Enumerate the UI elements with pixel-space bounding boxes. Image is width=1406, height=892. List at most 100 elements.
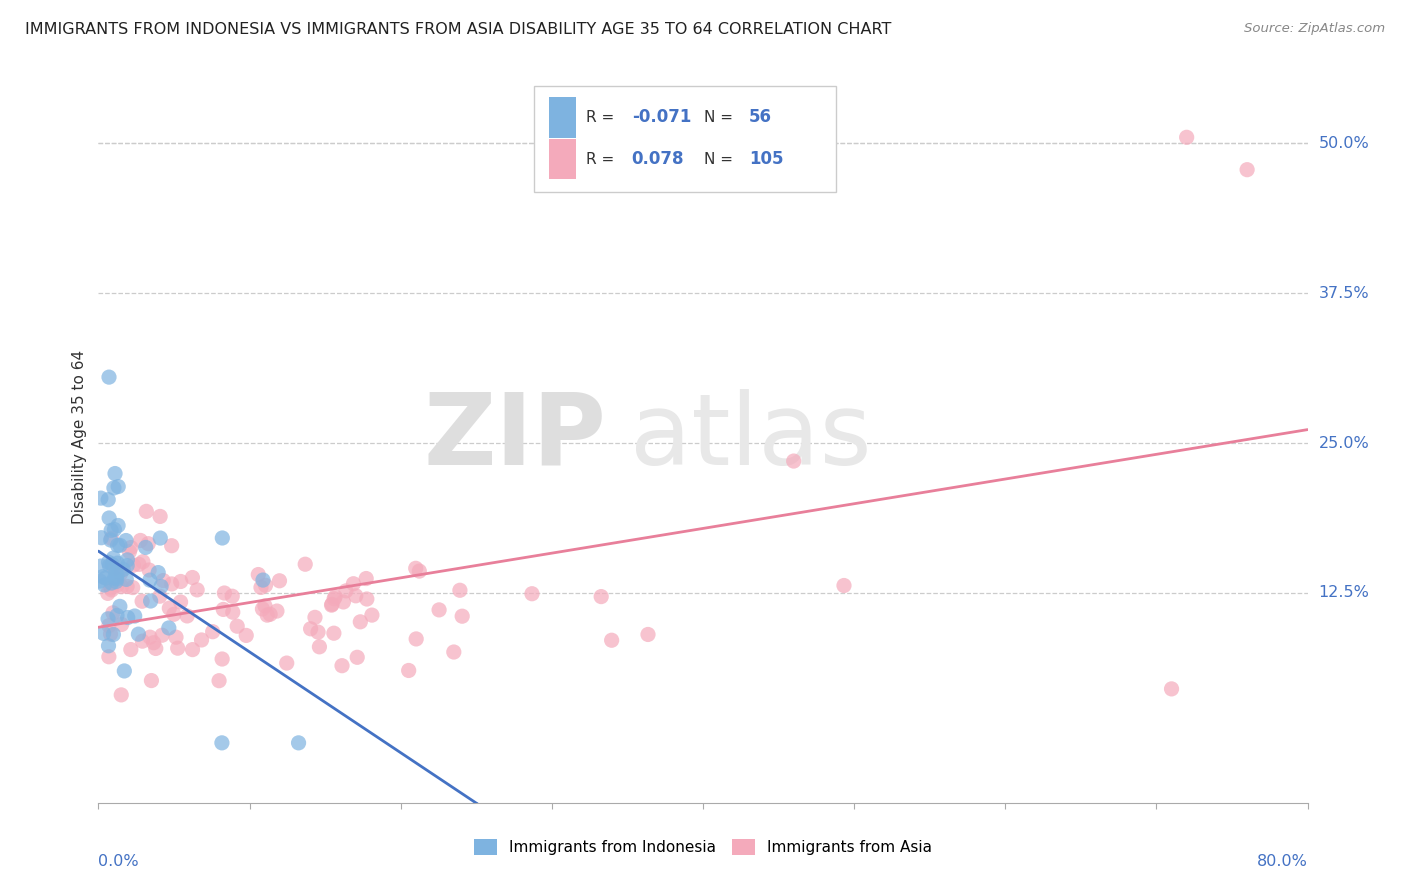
Text: 80.0%: 80.0% <box>1257 854 1308 869</box>
Point <box>135 504 157 518</box>
Point <box>252 602 274 616</box>
Point <box>321 598 343 612</box>
Point <box>98 558 121 573</box>
Point <box>108 599 131 614</box>
Point <box>160 577 183 591</box>
Point <box>97 649 120 664</box>
Point <box>163 607 186 622</box>
Point <box>105 578 128 592</box>
Text: 0.078: 0.078 <box>631 150 685 168</box>
Point <box>149 589 172 603</box>
Point <box>115 573 138 587</box>
Point <box>600 633 623 648</box>
Point <box>354 572 377 586</box>
Point <box>120 541 142 555</box>
Point <box>97 586 120 600</box>
Text: 25.0%: 25.0% <box>1319 435 1369 450</box>
Legend: Immigrants from Indonesia, Immigrants from Asia: Immigrants from Indonesia, Immigrants fr… <box>468 833 938 861</box>
Point <box>160 539 183 553</box>
Point <box>149 509 172 524</box>
Point <box>117 553 139 567</box>
Point <box>108 538 131 552</box>
Point <box>1236 162 1258 177</box>
Point <box>93 578 115 592</box>
Point <box>128 558 150 572</box>
Point <box>332 595 354 609</box>
Point <box>166 641 188 656</box>
Point <box>115 533 138 548</box>
Point <box>112 562 135 576</box>
Point <box>443 645 465 659</box>
Text: R =: R = <box>586 110 619 125</box>
Point <box>254 578 277 592</box>
Point <box>127 627 149 641</box>
Point <box>122 558 145 573</box>
Point <box>214 586 236 600</box>
Point <box>104 565 127 579</box>
Point <box>1160 681 1182 696</box>
Point <box>250 581 273 595</box>
Point <box>451 609 474 624</box>
Point <box>259 607 281 622</box>
Text: R =: R = <box>586 152 619 167</box>
Point <box>104 571 127 585</box>
Point <box>398 664 420 678</box>
Text: 56: 56 <box>749 109 772 127</box>
Point <box>105 556 128 570</box>
Point <box>100 581 122 595</box>
Text: 0.0%: 0.0% <box>98 854 139 869</box>
Point <box>346 650 368 665</box>
Point <box>190 632 212 647</box>
Point <box>141 673 163 688</box>
Bar <box>550 139 576 179</box>
Point <box>120 642 142 657</box>
Point <box>93 626 115 640</box>
Bar <box>550 97 576 137</box>
Point <box>100 582 122 597</box>
Y-axis label: Disability Age 35 to 64: Disability Age 35 to 64 <box>72 350 87 524</box>
Point <box>211 652 233 666</box>
Point <box>157 601 180 615</box>
Point <box>226 619 249 633</box>
Point <box>294 558 316 572</box>
Point <box>356 592 378 607</box>
Point <box>299 622 322 636</box>
Point <box>105 608 128 623</box>
Point <box>176 608 198 623</box>
Point <box>307 625 329 640</box>
Point <box>427 603 450 617</box>
Point <box>100 627 122 641</box>
Point <box>247 567 270 582</box>
Point <box>186 582 208 597</box>
Point <box>101 558 124 572</box>
Point <box>89 574 111 588</box>
Point <box>110 688 132 702</box>
Point <box>129 533 152 548</box>
Point <box>349 615 371 629</box>
Point <box>181 642 204 657</box>
Point <box>335 583 357 598</box>
Point <box>98 370 121 384</box>
Point <box>139 630 162 644</box>
Point <box>131 594 153 608</box>
Point <box>124 609 146 624</box>
Point <box>256 608 278 623</box>
Point <box>148 566 170 580</box>
Point <box>342 576 364 591</box>
Point <box>221 589 243 603</box>
Point <box>110 566 132 581</box>
Point <box>783 454 806 468</box>
Point <box>115 558 138 573</box>
Point <box>100 531 122 545</box>
Point <box>287 736 309 750</box>
Point <box>266 604 288 618</box>
Point <box>107 479 129 493</box>
Point <box>361 608 384 623</box>
Point <box>276 656 298 670</box>
Point <box>90 491 112 505</box>
Point <box>100 576 122 591</box>
Point <box>520 587 543 601</box>
Text: -0.071: -0.071 <box>631 109 690 127</box>
Point <box>149 531 172 545</box>
Point <box>105 574 128 589</box>
